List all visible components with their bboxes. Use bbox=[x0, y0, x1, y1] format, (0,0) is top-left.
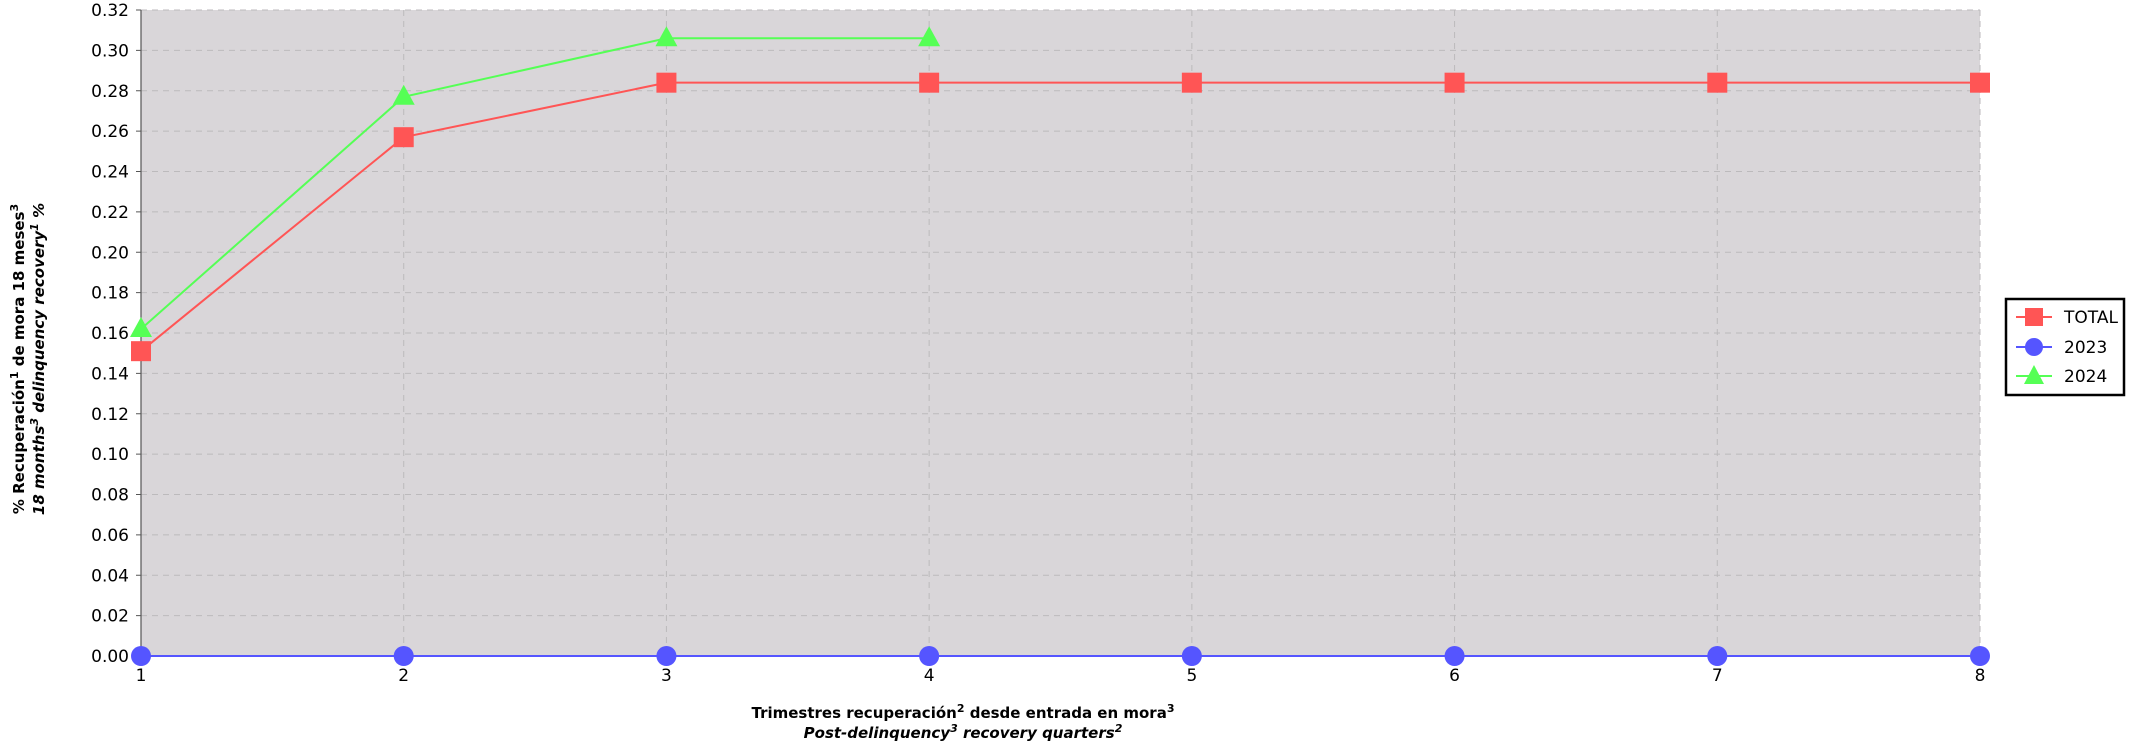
data-point-total bbox=[1707, 72, 1728, 93]
y-tick-label: 0.10 bbox=[91, 445, 129, 465]
data-point-2023 bbox=[656, 646, 677, 666]
x-axis-subtitle: Post-delinquency3 recovery quarters2 bbox=[804, 722, 1123, 742]
y-tick-label: 0.06 bbox=[91, 526, 129, 546]
y-tick-label: 0.14 bbox=[91, 364, 129, 384]
legend: TOTAL 2023 2024 bbox=[2004, 297, 2126, 397]
x-tick-label: 8 bbox=[1975, 666, 1986, 686]
y-axis-subtitle: 18 months3 delinquency recovery1 % bbox=[28, 203, 48, 515]
series-line-total bbox=[140, 81, 1980, 352]
x-tick-label: 4 bbox=[924, 666, 935, 686]
data-point-total bbox=[131, 341, 151, 362]
y-tick-label: 0.00 bbox=[91, 647, 129, 667]
y-tick-label: 0.12 bbox=[91, 405, 129, 425]
legend-label-2024: 2024 bbox=[2064, 367, 2107, 387]
x-tick-label: 5 bbox=[1186, 666, 1197, 686]
data-point-total bbox=[1181, 72, 1202, 93]
x-tick-label: 6 bbox=[1449, 666, 1460, 686]
y-axis-title-group: % Recuperación1 de mora 18 meses3 18 mon… bbox=[8, 203, 48, 515]
data-point-2023 bbox=[919, 646, 940, 666]
y-tick-label: 0.24 bbox=[91, 163, 129, 183]
y-tick-label: 0.04 bbox=[91, 566, 129, 586]
data-point-2024 bbox=[130, 316, 152, 337]
series-line-2024 bbox=[140, 37, 930, 330]
data-point-total bbox=[919, 72, 940, 93]
data-point-2023 bbox=[393, 646, 414, 666]
data-point-total bbox=[1444, 72, 1465, 93]
data-point-2023 bbox=[1181, 646, 1202, 666]
x-tick-label: 2 bbox=[398, 666, 409, 686]
data-point-total bbox=[1970, 72, 1990, 93]
data-point-2024 bbox=[918, 26, 941, 47]
y-tick-label: 0.16 bbox=[91, 324, 129, 344]
data-point-2023 bbox=[1444, 646, 1465, 666]
y-tick-label: 0.32 bbox=[91, 1, 129, 21]
legend-entry-2023[interactable]: 2023 bbox=[2016, 338, 2107, 358]
x-tick-label: 1 bbox=[136, 666, 147, 686]
x-tick-label: 3 bbox=[661, 666, 672, 686]
y-tick-label: 0.02 bbox=[91, 607, 129, 627]
y-tick-label: 0.26 bbox=[91, 122, 129, 142]
y-tick-label: 0.08 bbox=[91, 486, 129, 506]
y-tick-label: 0.20 bbox=[91, 243, 129, 263]
y-tick-label: 0.28 bbox=[91, 82, 129, 102]
legend-marker-circle bbox=[2025, 338, 2043, 356]
data-point-2023 bbox=[131, 646, 151, 666]
data-point-total bbox=[393, 127, 414, 148]
legend-marker-square bbox=[2025, 308, 2043, 326]
data-point-2024 bbox=[655, 26, 678, 47]
y-tick-label: 0.22 bbox=[91, 203, 129, 223]
legend-entry-2024[interactable]: 2024 bbox=[2016, 365, 2107, 387]
y-tick-label: 0.18 bbox=[91, 284, 129, 304]
data-point-2023 bbox=[1707, 646, 1728, 666]
x-axis-title: Trimestres recuperación2 desde entrada e… bbox=[751, 702, 1174, 722]
data-point-2023 bbox=[1970, 646, 1990, 666]
legend-label-2023: 2023 bbox=[2064, 338, 2107, 358]
data-point-2024 bbox=[392, 84, 415, 105]
x-tick-label: 7 bbox=[1712, 666, 1723, 686]
y-axis-title: % Recuperación1 de mora 18 meses3 bbox=[8, 204, 28, 514]
legend-entry-total[interactable]: TOTAL bbox=[2016, 308, 2118, 328]
legend-label-total: TOTAL bbox=[2063, 308, 2118, 328]
legend-marker-triangle bbox=[2024, 365, 2044, 384]
data-point-total bbox=[656, 72, 677, 93]
y-tick-label: 0.30 bbox=[91, 41, 129, 61]
